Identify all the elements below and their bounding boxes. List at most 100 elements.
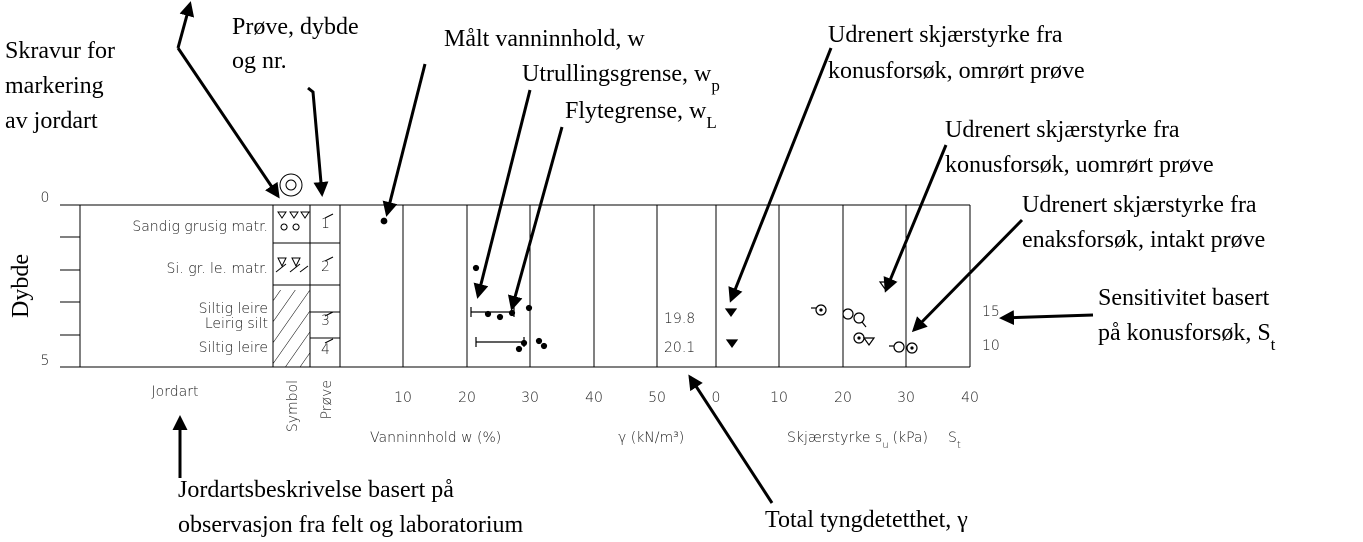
shear-tick-label: 30	[897, 390, 915, 406]
arrow	[688, 374, 774, 504]
unconfined-point	[906, 342, 918, 354]
point-center	[857, 336, 861, 340]
column-lines	[272, 205, 971, 367]
unconfined-point	[853, 312, 865, 324]
annotation: og nr.	[232, 48, 287, 74]
sensitivity-value: 15	[982, 304, 1000, 320]
column-label: St	[948, 430, 961, 451]
layer-name: Si. gr. le. matr.	[167, 261, 268, 277]
measurements	[380, 217, 918, 354]
annotation: Udrenert skjærstyrke fra	[828, 22, 1063, 48]
subscript: p	[711, 76, 720, 95]
unconfined-tail	[861, 321, 867, 328]
annotation: Sensitivitet basert	[1098, 285, 1270, 311]
annotation-text: Flytegrense, w	[565, 98, 707, 124]
arrow	[176, 47, 280, 199]
subscript: t	[957, 440, 961, 451]
arrow	[728, 47, 833, 303]
annotation: Udrenert skjærstyrke fra	[945, 117, 1180, 143]
water-tick-label: 30	[521, 390, 539, 406]
plasticity-range	[470, 307, 525, 347]
annotations: Skravur for markering av jordart Prøve, …	[5, 14, 1276, 538]
annotation: Prøve, dybde	[232, 14, 359, 40]
unconfined-points	[811, 304, 918, 354]
arrow	[473, 89, 532, 299]
arrow	[507, 126, 564, 311]
water-point	[380, 217, 388, 225]
annotation: av jordart	[5, 108, 98, 134]
layer-name: Siltig leire	[199, 301, 268, 317]
arrow	[176, 1, 195, 49]
sample-number: 2	[321, 259, 330, 275]
annotation: konusforsøk, uomrørt prøve	[945, 152, 1214, 178]
annotation: Udrenert skjærstyrke fra	[1022, 192, 1257, 218]
annotation: Flytegrense, wL	[565, 98, 717, 132]
shear-tick-label: 20	[834, 390, 852, 406]
unconfined-point	[893, 341, 905, 353]
annotation: enaksforsøk, intakt prøve	[1022, 227, 1265, 253]
gravel-clay-symbol	[275, 257, 309, 273]
column-label: Jordart	[152, 384, 199, 400]
depth-tick-label: 0	[41, 190, 50, 206]
unconfined-point	[853, 332, 865, 344]
annotation: markering	[5, 73, 104, 99]
hatch	[273, 290, 310, 367]
column-label: Symbol	[285, 380, 301, 432]
annotation: Målt vanninnhold, w	[444, 26, 645, 52]
arrow	[382, 63, 427, 217]
column-label: Skjærstyrke su (kPa)	[787, 430, 928, 451]
arrows	[172, 1, 1094, 504]
water-point	[520, 339, 528, 347]
annotation: Total tyngdetetthet, γ	[765, 507, 968, 533]
label-text: S	[948, 430, 957, 446]
subscript: t	[1271, 335, 1276, 354]
layer-name: Sandig grusig matr.	[132, 219, 268, 235]
sample-number: 1	[321, 216, 330, 232]
log-frame	[60, 173, 970, 368]
annotation: på konusforsøk, St	[1098, 320, 1276, 354]
water-tick-label: 50	[648, 390, 666, 406]
point-center	[910, 346, 914, 350]
depth-tick-label: 5	[41, 353, 50, 369]
label-text: Skjærstyrke s	[787, 430, 882, 446]
shear-tick-label: 0	[712, 390, 721, 406]
water-tick-label: 20	[458, 390, 476, 406]
sample-mark	[324, 213, 334, 344]
remoulded-point	[724, 308, 739, 349]
annotation-text: Utrullingsgrense, w	[522, 61, 712, 87]
annotation: observasjon fra felt og laboratorium	[178, 512, 524, 538]
water-point	[472, 264, 480, 272]
arrow	[307, 86, 329, 197]
density-value: 20.1	[664, 340, 695, 356]
symbol-icon	[285, 179, 297, 191]
arrow	[911, 218, 1024, 333]
unconfined-point	[842, 308, 854, 320]
annotation: Utrullingsgrense, wp	[522, 61, 720, 95]
gravel-symbol	[277, 211, 310, 231]
water-point	[540, 342, 548, 350]
column-label: Vanninnhold w (%)	[370, 430, 501, 446]
undisturbed-point	[862, 281, 892, 347]
arrow	[999, 310, 1094, 326]
water-tick-label: 10	[394, 390, 412, 406]
arrow	[883, 144, 948, 293]
annotation: konusforsøk, omrørt prøve	[828, 58, 1085, 84]
column-label: γ (kN/m³)	[618, 430, 684, 446]
subscript: u	[882, 440, 888, 451]
label-unit: (kPa)	[893, 430, 928, 446]
shear-tick-label: 10	[770, 390, 788, 406]
subscript: L	[706, 113, 716, 132]
layer-name: Siltig leire	[199, 340, 268, 356]
density-value: 19.8	[664, 311, 695, 327]
water-point	[515, 345, 523, 353]
symbol-icon	[279, 173, 303, 197]
water-point	[535, 337, 543, 345]
water-point	[484, 310, 492, 318]
tick-labels: 10 20 30 40 50 0 10 20 30 40	[394, 390, 979, 406]
unconfined-point	[815, 304, 827, 316]
annotation-text: på konusforsøk, S	[1098, 320, 1271, 346]
point-center	[819, 308, 823, 312]
sensitivity-value: 10	[982, 338, 1000, 354]
annotation: Jordartsbeskrivelse basert på	[178, 477, 454, 503]
